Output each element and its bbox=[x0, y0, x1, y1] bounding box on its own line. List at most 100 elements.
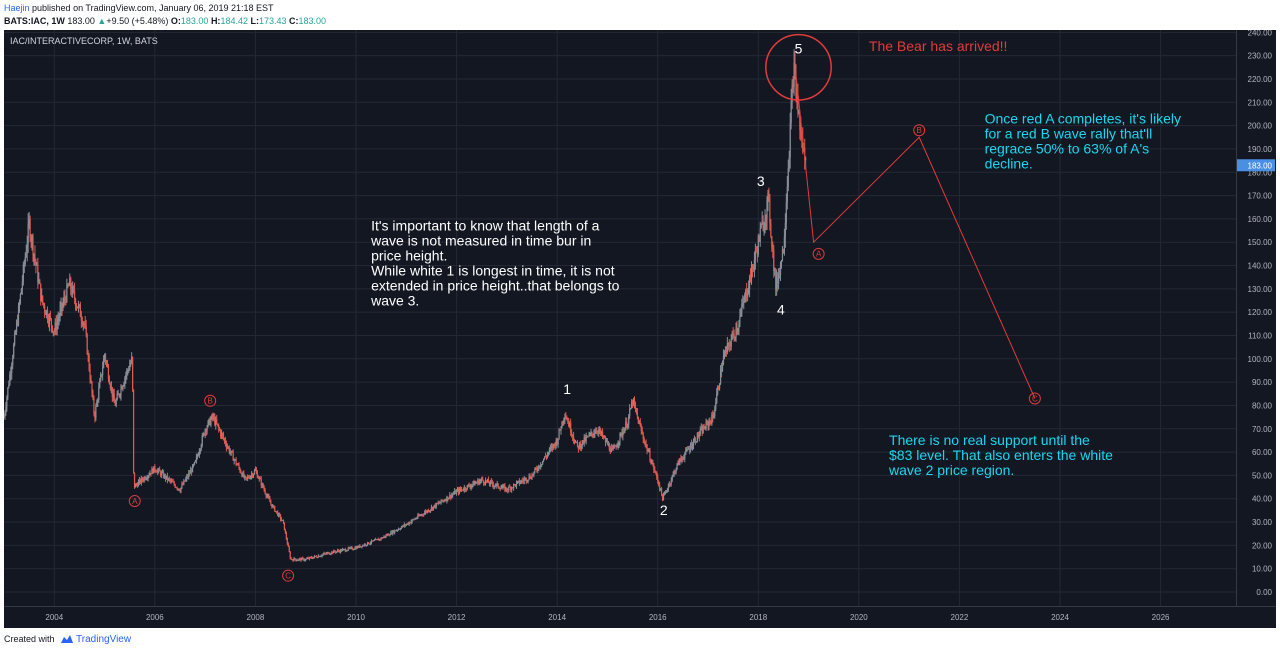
candle-body bbox=[337, 550, 339, 552]
candle-body bbox=[279, 513, 281, 516]
candle-body bbox=[490, 480, 492, 482]
candle-body bbox=[34, 254, 36, 260]
candle-body bbox=[381, 537, 383, 539]
candle-body bbox=[109, 384, 111, 389]
candle-body bbox=[605, 440, 608, 443]
candle-body bbox=[53, 331, 55, 333]
candle-body bbox=[121, 387, 123, 390]
candle-body bbox=[330, 553, 332, 555]
candle-body bbox=[700, 427, 702, 430]
candle-body bbox=[66, 284, 68, 302]
candle-body bbox=[229, 452, 231, 454]
candle-body bbox=[41, 295, 43, 301]
candle-body bbox=[32, 237, 34, 256]
candle-body bbox=[27, 223, 29, 244]
candle-body bbox=[50, 318, 52, 326]
candle-body bbox=[532, 474, 534, 476]
candle-body bbox=[719, 369, 722, 385]
candle-body bbox=[788, 156, 790, 168]
candle-body bbox=[671, 475, 673, 481]
candle-body bbox=[413, 519, 415, 521]
candle-body bbox=[525, 478, 527, 482]
candle-body bbox=[409, 522, 411, 524]
candle-body bbox=[165, 475, 168, 479]
candle-body bbox=[541, 464, 543, 466]
candle-body bbox=[250, 474, 253, 477]
candle-body bbox=[200, 445, 202, 450]
candle-body bbox=[385, 535, 387, 537]
candle-body bbox=[731, 333, 733, 340]
candle-body bbox=[449, 494, 451, 498]
candle-body bbox=[592, 433, 594, 436]
candle-body bbox=[119, 394, 121, 396]
candle-body bbox=[325, 553, 327, 555]
candle-body bbox=[173, 482, 175, 485]
candle-body bbox=[215, 419, 217, 425]
candle-body bbox=[672, 473, 674, 476]
candle-body bbox=[155, 470, 157, 472]
candle-body bbox=[358, 545, 360, 548]
price-tick-label: 180.00 bbox=[1248, 168, 1273, 177]
candle-body bbox=[469, 486, 471, 488]
candle-body bbox=[107, 367, 110, 380]
time-tick-label: 2010 bbox=[347, 613, 365, 622]
price-tick-label: 160.00 bbox=[1248, 215, 1273, 224]
candle-body bbox=[242, 472, 244, 477]
candle-body bbox=[24, 256, 26, 264]
candle-body bbox=[660, 488, 663, 495]
candle-body bbox=[511, 487, 513, 490]
tradingview-brand[interactable]: TradingView bbox=[76, 634, 132, 645]
candle-body bbox=[494, 485, 496, 487]
candle-body bbox=[704, 428, 706, 430]
candle-body bbox=[321, 554, 323, 556]
candle-body bbox=[158, 468, 160, 471]
candle-body bbox=[746, 290, 748, 297]
candle-body bbox=[56, 321, 58, 330]
candle-body bbox=[201, 435, 203, 446]
candle-body bbox=[69, 278, 71, 286]
candle-body bbox=[572, 436, 575, 440]
candle-body bbox=[549, 447, 551, 449]
candle-body bbox=[754, 250, 756, 260]
candle-body bbox=[281, 519, 284, 521]
candle-body bbox=[404, 524, 406, 526]
candle-body bbox=[392, 530, 394, 534]
candle-body bbox=[691, 446, 694, 449]
candle-body bbox=[429, 509, 432, 511]
candle-body bbox=[294, 558, 296, 560]
candle-body bbox=[779, 262, 782, 276]
last-price-label: 183.00 bbox=[1248, 161, 1273, 170]
candle-body bbox=[344, 549, 346, 552]
candle-body bbox=[707, 422, 709, 426]
candle-body bbox=[204, 429, 206, 436]
price-tick-label: 130.00 bbox=[1248, 285, 1273, 294]
candle-body bbox=[367, 542, 370, 544]
author-name[interactable]: Haejin bbox=[4, 3, 30, 13]
candle-body bbox=[639, 422, 641, 426]
candle-body bbox=[91, 381, 93, 393]
candle-body bbox=[580, 445, 582, 449]
candle-body bbox=[92, 392, 94, 399]
candle-body bbox=[602, 436, 605, 438]
candle-body bbox=[601, 431, 604, 437]
candle-body bbox=[303, 558, 305, 561]
candle-body bbox=[307, 558, 309, 560]
candle-body bbox=[552, 443, 554, 449]
candle-body bbox=[362, 545, 364, 547]
price-chart[interactable]: 0.00 10.00 20.00 30.00 40.00 50.00 60.00 70.00 8… bbox=[4, 30, 1276, 628]
candle-body bbox=[483, 480, 485, 484]
candle-body bbox=[239, 467, 241, 472]
candle-body bbox=[110, 386, 112, 389]
candle-body bbox=[52, 331, 54, 333]
candle-body bbox=[210, 419, 212, 425]
candle-body bbox=[276, 511, 278, 513]
candle-body bbox=[668, 483, 670, 487]
candle-body bbox=[243, 472, 245, 478]
candle-body bbox=[219, 428, 221, 431]
candle-body bbox=[578, 443, 580, 449]
projection-label: C bbox=[1032, 394, 1038, 403]
candle-body bbox=[93, 398, 95, 414]
candle-body bbox=[694, 438, 697, 443]
candle-body bbox=[430, 507, 433, 510]
